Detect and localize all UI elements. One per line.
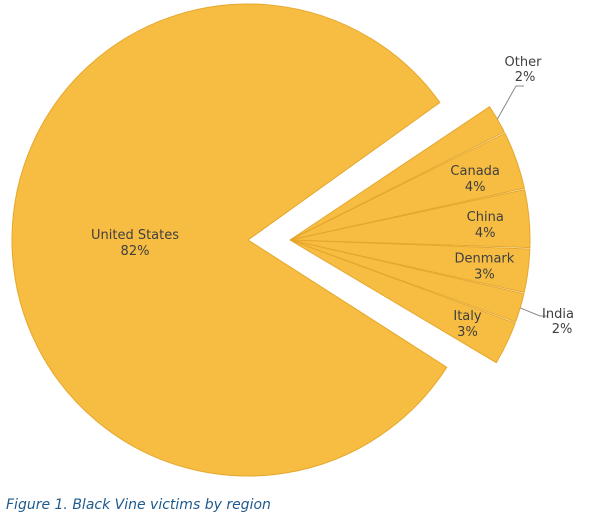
slice-denmark — [289, 239, 531, 294]
slice-value-italy: 3% — [457, 325, 478, 340]
slice-label-italy: Italy — [453, 309, 482, 324]
figure-caption: Figure 1. Black Vine victims by region — [6, 497, 271, 513]
leader-lines — [496, 85, 548, 317]
slice-value-china: 4% — [475, 226, 496, 241]
slice-canada — [289, 132, 525, 241]
slice-labels: United States82%Other2%Canada4%China4%De… — [91, 55, 574, 340]
slice-label-other: Other — [505, 55, 543, 70]
leader-line-india — [519, 307, 548, 317]
slice-label-india: India — [542, 307, 574, 322]
slice-value-united-states: 82% — [121, 244, 150, 259]
slice-united-states — [11, 3, 448, 477]
slice-italy — [289, 239, 516, 364]
slice-value-denmark: 3% — [474, 267, 495, 282]
leader-line-other — [496, 85, 524, 120]
slice-label-canada: Canada — [450, 164, 499, 179]
slice-label-china: China — [467, 210, 504, 225]
slice-value-india: 2% — [552, 322, 573, 337]
pie-slices — [11, 3, 531, 477]
slice-value-other: 2% — [515, 70, 536, 85]
slice-label-denmark: Denmark — [455, 251, 515, 266]
slice-china — [289, 188, 531, 249]
slice-india — [289, 239, 525, 323]
slice-label-united-states: United States — [91, 228, 179, 243]
slice-value-canada: 4% — [465, 180, 486, 195]
